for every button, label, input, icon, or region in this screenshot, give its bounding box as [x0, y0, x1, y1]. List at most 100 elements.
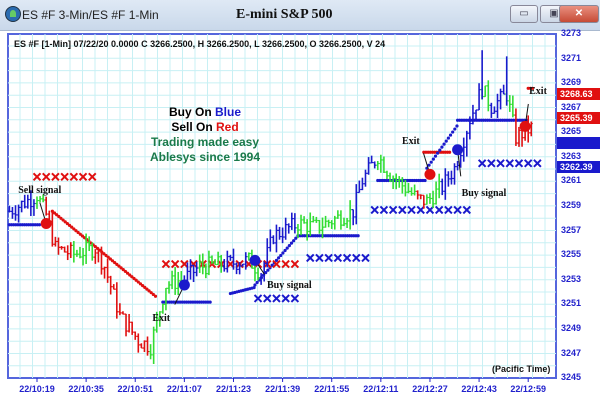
close-button[interactable]: ✕ — [559, 5, 599, 23]
x-tick-label: 22/10:35 — [68, 384, 104, 394]
red-x-target — [290, 259, 300, 269]
signal-annotation: Sell signal — [18, 185, 62, 197]
red-stop-dot — [104, 253, 108, 258]
signal-dot — [40, 217, 52, 229]
chart-title: E-mini S&P 500 — [236, 7, 333, 22]
blue-stop-dot — [252, 286, 256, 290]
blue-stop-dot — [274, 258, 279, 262]
blue-x-target — [290, 294, 300, 303]
last-price-label: 3268.63 — [557, 87, 600, 100]
red-x-target — [42, 172, 51, 182]
blue-stop-dot — [208, 300, 212, 304]
signal-annotation: Buy signal — [461, 187, 507, 199]
blue-x-target — [370, 205, 379, 215]
blue-stop-dot — [277, 256, 281, 260]
red-stop-dot — [136, 280, 140, 284]
y-tick-label: 3269 — [561, 77, 582, 88]
last-price-label: 3265.39 — [557, 112, 600, 125]
red-stop-dot — [128, 273, 132, 277]
hidden-price-label — [557, 136, 600, 149]
x-tick-label: 22/12:59 — [510, 384, 546, 394]
blue-x-target — [333, 253, 343, 263]
y-tick-label: 3253 — [561, 273, 582, 284]
y-tick-label: 3267 — [561, 101, 582, 112]
x-tick-label: 22/10:19 — [19, 384, 55, 394]
blue-x-target — [388, 205, 398, 215]
bar-info-line: ES #F [1-Min] 07/22/20 0.0000 C 3266.250… — [14, 39, 386, 49]
blue-x-target — [453, 205, 462, 215]
blue-stop-dot — [438, 148, 442, 152]
red-x-target — [88, 172, 97, 182]
x-tick-label: 22/12:11 — [363, 384, 399, 394]
red-x-target — [170, 259, 180, 269]
red-x-target — [161, 259, 171, 269]
blue-x-target — [342, 253, 352, 263]
red-stop-dot — [121, 268, 125, 272]
blue-x-target — [462, 205, 472, 215]
blue-stop-dot — [281, 251, 285, 255]
red-stop-dot — [55, 213, 59, 217]
blue-x-target — [487, 159, 496, 168]
blue-x-target — [306, 253, 315, 263]
blue-stop-dot — [448, 133, 453, 137]
blue-x-target — [361, 253, 370, 263]
red-x-target — [69, 172, 79, 182]
x-tick-label: 22/11:55 — [314, 384, 350, 394]
blue-x-target — [324, 253, 333, 263]
blue-stop-dot — [266, 268, 270, 272]
blue-stop-dot — [279, 253, 283, 258]
blue-stop-dot — [431, 157, 435, 161]
y-tick-label: 3257 — [561, 224, 582, 235]
red-stop-dot — [108, 257, 112, 261]
y-tick-label: 3259 — [561, 200, 582, 211]
y-tick-label: 3265 — [561, 126, 582, 137]
legend-buy-text: Buy On — [168, 105, 215, 119]
minimize-button[interactable]: ▭ — [510, 5, 538, 23]
red-x-target — [51, 172, 60, 182]
red-x-target — [281, 259, 290, 269]
blue-x-target — [263, 294, 272, 303]
x-tick-label: 22/12:43 — [461, 384, 497, 394]
legend-blue-word: Blue — [215, 105, 242, 119]
red-stop-dot — [125, 271, 130, 275]
legend-sell-text: Sell On — [171, 120, 216, 134]
red-stop-dot — [72, 227, 76, 231]
red-stop-dot — [145, 287, 149, 291]
red-stop-dot — [80, 234, 85, 238]
y-tick-label: 3273 — [561, 28, 582, 38]
signal-dot — [519, 120, 531, 132]
x-tick-label: 22/12:27 — [412, 384, 448, 394]
blue-stop-dot — [423, 178, 427, 183]
blue-stop-dot — [255, 280, 259, 285]
red-stop-dot — [147, 289, 151, 293]
red-stop-dot — [78, 232, 82, 236]
red-stop-dot — [102, 252, 106, 256]
blue-x-target — [379, 205, 389, 215]
blue-stop-dot — [292, 239, 296, 243]
legend-red-word: Red — [216, 120, 239, 134]
red-stop-dot — [123, 269, 128, 274]
signal-dot — [424, 168, 436, 180]
red-stop-dot — [110, 259, 115, 263]
red-stop-dot — [65, 222, 69, 226]
legend-company: Ablesys since 1994 — [149, 150, 261, 164]
red-stop-dot — [530, 86, 535, 90]
y-tick-label: 3261 — [561, 175, 582, 186]
red-x-target — [60, 172, 69, 182]
blue-stop-dot — [442, 142, 446, 146]
blue-stop-dot — [253, 283, 257, 287]
y-tick-label: 3249 — [561, 322, 582, 333]
blue-x-target — [514, 159, 524, 168]
blue-x-target — [444, 205, 453, 215]
red-x-target — [272, 259, 281, 269]
red-stop-dot — [117, 264, 121, 268]
blue-stop-dot — [446, 136, 450, 140]
blue-stop-dot — [455, 124, 459, 128]
title-bar: ES #F 3-Min/ES #F 1-Min E-mini S&P 500 ▭… — [0, 0, 600, 31]
red-stop-dot — [151, 292, 155, 297]
y-tick-label: 3263 — [561, 150, 582, 161]
red-stop-dot — [132, 276, 136, 281]
signal-dot — [452, 144, 464, 156]
blue-stop-dot — [436, 151, 440, 155]
